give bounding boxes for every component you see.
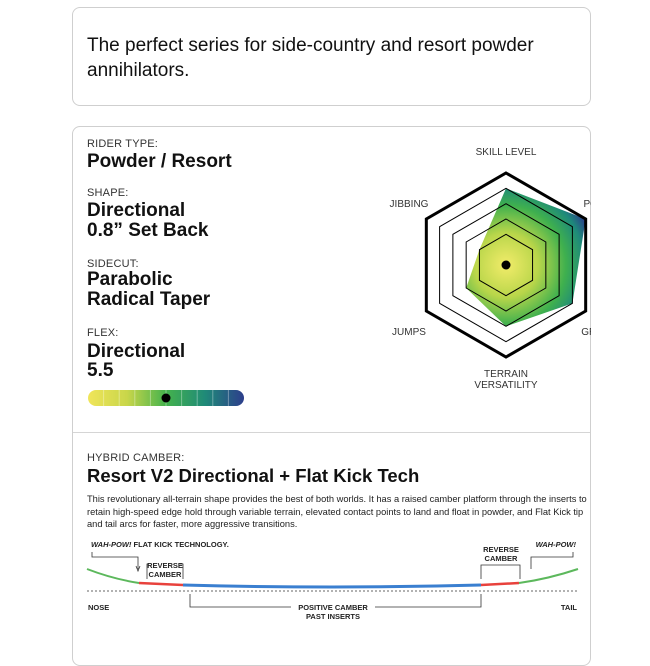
arrow-icon: [135, 565, 141, 573]
sidecut-line1: Parabolic: [87, 269, 173, 290]
radar-center-dot: [501, 260, 511, 270]
sidecut-line2: Radical Taper: [87, 289, 211, 310]
radar-ring: [478, 233, 534, 297]
shape-line2: 0.8” Set Back: [87, 220, 209, 241]
tail-label: TAIL: [561, 603, 578, 612]
reverse-camber-right-1: REVERSE: [483, 545, 519, 554]
shape-label: SHAPE:: [87, 187, 129, 199]
intro-card: The perfect series for side-country and …: [72, 7, 591, 106]
radar-axis-label: SKILL LEVEL: [476, 147, 537, 158]
radar-axis-label: POWDER: [584, 199, 592, 210]
tail-reverse-camber: [480, 581, 520, 587]
nose-label: NOSE: [88, 603, 109, 612]
specs-card: RIDER TYPE: Powder / Resort SHAPE: Direc…: [72, 126, 591, 666]
radar-ring: [465, 218, 547, 312]
radar-axis-label: JUMPS: [392, 327, 426, 338]
radar-ring: [439, 187, 573, 343]
shape-line1: Directional: [87, 200, 186, 221]
tail-kick: [518, 568, 579, 584]
radar-axis-label: TERRAIN: [484, 369, 528, 380]
reverse-camber-left-1: REVERSE: [147, 561, 183, 570]
radar-data-polygon: [466, 188, 586, 327]
nose-reverse-camber: [138, 581, 184, 587]
reverse-camber-left-2: CAMBER: [149, 570, 182, 579]
wah-pow-right: WAH-POW!: [536, 540, 577, 549]
camber-title: Resort V2 Directional + Flat Kick Tech: [87, 465, 420, 486]
camber-diagram: WAH-POW! FLAT KICK TECHNOLOGY. REVERSE C…: [86, 540, 579, 621]
flex-line2: 5.5: [87, 360, 114, 381]
positive-camber: [182, 583, 482, 589]
nose-kick: [86, 568, 140, 584]
radar-ring: [424, 171, 588, 359]
intro-text: The perfect series for side-country and …: [87, 35, 534, 81]
positive-camber-label-1: POSITIVE CAMBER: [298, 603, 368, 612]
radar-ring: [452, 203, 560, 327]
camber-description: This revolutionary all-terrain shape pro…: [87, 494, 587, 530]
divider: [73, 432, 590, 433]
radar-axis-label: GROOMERS: [581, 327, 591, 338]
reverse-camber-right-2: CAMBER: [485, 554, 518, 563]
radar-chart: SKILL LEVEL POWDER GROOMERS TERRAINVERSATIL…: [390, 147, 592, 391]
flex-line1: Directional: [87, 341, 186, 362]
radar-axis-label: VERSATILITY: [474, 380, 537, 391]
radar-axis-label: JIBBING: [390, 199, 429, 210]
sidecut-label: SIDECUT:: [87, 258, 139, 270]
positive-camber-label-2: PAST INSERTS: [306, 612, 360, 621]
flex-bar: [88, 390, 244, 406]
rider-type-label: RIDER TYPE:: [87, 138, 159, 150]
camber-label: HYBRID CAMBER:: [87, 452, 185, 464]
wah-pow-left: WAH-POW! FLAT KICK TECHNOLOGY.: [91, 540, 229, 549]
bracket-flat-kick: [91, 552, 139, 569]
flex-marker: [161, 393, 171, 403]
rider-type-value: Powder / Resort: [87, 151, 232, 172]
flex-label: FLEX:: [87, 327, 119, 339]
